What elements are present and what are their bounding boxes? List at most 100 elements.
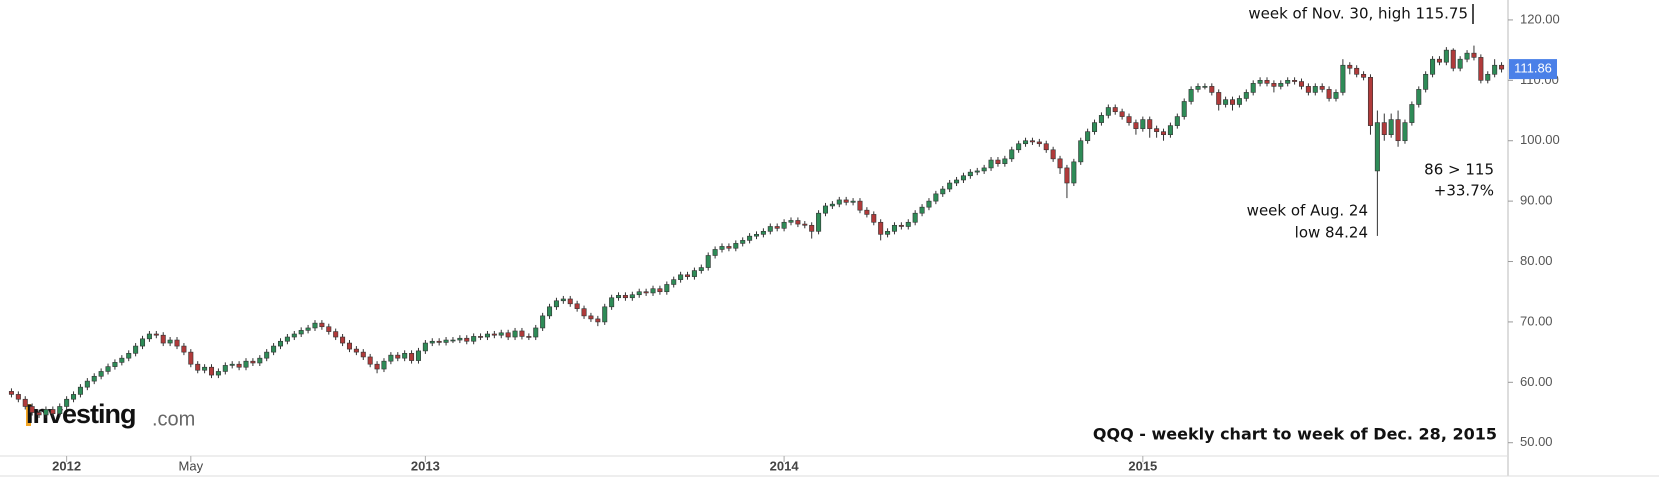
logo-suffix: .com <box>152 408 195 430</box>
candle-body <box>1112 107 1118 113</box>
candle-body <box>871 214 877 223</box>
candle-body <box>547 306 553 317</box>
candle-body <box>981 167 987 172</box>
candle-body <box>50 409 56 415</box>
candle-body <box>429 340 435 344</box>
candle-body <box>112 362 118 367</box>
candle-body <box>15 394 21 400</box>
candle-body <box>954 179 960 184</box>
candle-body <box>1395 119 1401 142</box>
candle-body <box>526 336 532 338</box>
candle-body <box>1250 83 1256 93</box>
candle-body <box>974 170 980 173</box>
candle-body <box>1064 167 1070 184</box>
candle-body <box>912 212 918 223</box>
candle-body <box>602 306 608 323</box>
annotation: +33.7% <box>1434 182 1494 200</box>
candle-body <box>381 360 387 370</box>
candle-body <box>947 182 953 190</box>
candle-body <box>77 386 83 395</box>
candle-body <box>657 288 663 293</box>
candle-body <box>264 351 270 359</box>
candle-body <box>395 354 401 359</box>
candle-body <box>98 371 104 377</box>
chart-title: QQQ - weekly chart to week of Dec. 28, 2… <box>1093 425 1497 444</box>
candle-body <box>43 409 49 416</box>
candle-body <box>1140 119 1146 129</box>
candle-body <box>1285 80 1291 84</box>
candle-body <box>1423 73 1429 90</box>
candle-body <box>71 394 77 400</box>
candle-body <box>802 223 808 226</box>
candle-body <box>188 351 194 365</box>
candle-body <box>22 398 28 407</box>
candle-body <box>1271 83 1277 87</box>
candle-body <box>1216 92 1222 105</box>
x-tick-label: 2015 <box>1128 458 1157 473</box>
candle-body <box>960 175 966 181</box>
candle-body <box>319 322 325 328</box>
annotation: low 84.24 <box>1295 224 1368 242</box>
candle-body <box>1264 80 1270 84</box>
candle-body <box>1126 116 1132 123</box>
candle-body <box>326 326 332 332</box>
candle-body <box>540 315 546 329</box>
candle-body <box>560 298 566 302</box>
candle-body <box>1312 86 1318 93</box>
candle-body <box>250 360 256 364</box>
candle-body <box>1333 92 1339 99</box>
candle-body <box>209 366 215 376</box>
candle-body <box>8 391 14 395</box>
candle-body <box>553 300 559 308</box>
candle-body <box>84 380 90 388</box>
candle-body <box>1167 125 1173 135</box>
candle-body <box>1492 64 1498 75</box>
candle-body <box>1450 49 1456 69</box>
candle-body <box>905 221 911 227</box>
last-price-label: 111.86 <box>1514 61 1552 76</box>
candle-body <box>353 348 359 353</box>
candle-body <box>1388 119 1394 135</box>
candle-body <box>878 221 884 235</box>
candle-body <box>1298 81 1304 87</box>
y-tick-label: 60.00 <box>1520 374 1553 389</box>
y-tick-label: 90.00 <box>1520 193 1553 208</box>
candle-body <box>691 270 697 277</box>
candle-body <box>284 336 290 342</box>
candle-body <box>484 333 490 338</box>
candle-body <box>291 333 297 338</box>
logo-flag <box>26 404 31 426</box>
candle-body <box>616 295 622 299</box>
candle-body <box>1174 116 1180 126</box>
candle-body <box>885 231 891 235</box>
candle-body <box>146 333 152 340</box>
candle-body <box>967 171 973 177</box>
candle-body <box>664 284 670 293</box>
candle-body <box>195 363 201 371</box>
candle-body <box>409 353 415 361</box>
candle-body <box>64 398 70 407</box>
candle-body <box>271 345 277 353</box>
candle-body <box>733 243 739 249</box>
candle-body <box>891 224 897 232</box>
candle-body <box>774 226 780 229</box>
candle-body <box>119 357 125 363</box>
candle-body <box>995 159 1001 164</box>
candle-body <box>133 345 139 354</box>
candle-body <box>436 340 442 343</box>
candle-body <box>1381 122 1387 135</box>
candle-body <box>698 267 704 271</box>
candle-body <box>988 159 994 169</box>
last-price-box <box>1509 59 1557 80</box>
candle-body <box>450 339 456 342</box>
candle-body <box>519 330 525 337</box>
candle-body <box>726 246 732 249</box>
candle-body <box>1154 128 1160 132</box>
candle-body <box>767 226 773 232</box>
candle-body <box>1188 89 1194 102</box>
candle-body <box>202 366 208 371</box>
candle-body <box>1443 49 1449 63</box>
candle-body <box>574 303 580 309</box>
logo-text: Investing <box>26 399 136 429</box>
candle-body <box>1278 83 1284 87</box>
